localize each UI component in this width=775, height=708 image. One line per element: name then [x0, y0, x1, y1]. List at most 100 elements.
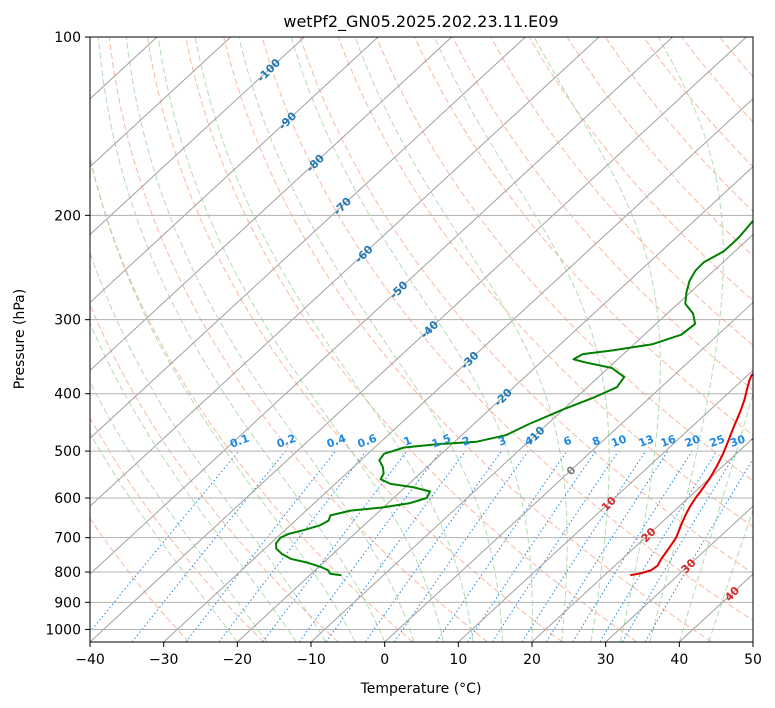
dry-adiabat [146, 37, 563, 642]
y-tick-label: 600 [54, 491, 81, 507]
isotherm-line [605, 505, 753, 642]
isotherm-line [384, 301, 753, 642]
mixing-ratio-line [599, 450, 718, 642]
isotherm-line [90, 37, 379, 304]
y-tick-label: 100 [54, 30, 81, 46]
moist-adiabat [533, 37, 661, 642]
y-tick-label: 400 [54, 387, 81, 403]
y-tick-label: 300 [54, 313, 81, 329]
y-tick-label: 800 [54, 565, 81, 581]
isotherm-line [163, 98, 753, 642]
isotherm-line [457, 369, 753, 642]
mixing-ratio-label: 13 [637, 433, 656, 450]
x-tick-label: 20 [523, 652, 541, 668]
x-tick-label: 50 [744, 652, 762, 668]
mixing-ratio-line [298, 450, 442, 642]
mixing-ratio-label: 3 [497, 434, 509, 449]
x-axis: −40 −30 −20 −10 0 10 20 30 40 50 [75, 642, 762, 668]
dry-adiabat [185, 37, 638, 642]
moist-adiabat [354, 37, 568, 642]
y-axis-title: Pressure (hPa) [12, 289, 28, 389]
isotherm-line [90, 37, 600, 507]
isotherm-line [90, 37, 453, 372]
mixing-ratio-line [262, 450, 408, 642]
mixing-ratio-label: 16 [659, 432, 678, 450]
mixing-ratio-label: 30 [728, 432, 747, 450]
x-tick-label: −40 [75, 652, 105, 668]
x-tick-label: −10 [296, 652, 326, 668]
moist-adiabat [90, 154, 356, 642]
mixing-ratio-line [545, 450, 669, 642]
isotherm-line [90, 37, 232, 168]
mixing-ratio-label: 6 [562, 434, 574, 449]
moist-adiabat [194, 37, 474, 642]
dry-adiabat [108, 37, 488, 642]
profile-lines [275, 219, 753, 577]
temperature-line [630, 372, 753, 577]
mixing-ratio-label: 0.4 [325, 432, 348, 451]
y-axis: 100 200 300 400 500 600 700 800 900 1000 [45, 30, 90, 638]
moist-adiabat [97, 37, 386, 642]
dry-adiabat [299, 37, 753, 574]
y-tick-label: 700 [54, 531, 81, 547]
mixing-ratio-label: 36 [749, 432, 768, 450]
moist-adiabat [157, 37, 445, 642]
dry-adiabat [452, 37, 753, 391]
moist-adiabat [290, 37, 533, 642]
x-axis-title: Temperature (°C) [360, 681, 482, 697]
x-tick-label: 40 [670, 652, 688, 668]
mixing-ratio-label: 8 [590, 434, 602, 449]
x-tick-label: 0 [380, 652, 389, 668]
isotherm-line [90, 37, 305, 236]
mixing-ratio-line [521, 450, 647, 642]
dry-adiabat [414, 37, 753, 436]
x-tick-label: 10 [449, 652, 467, 668]
moist-adiabat [90, 380, 268, 642]
dry-adiabat [90, 303, 339, 642]
moist-adiabat [90, 321, 297, 642]
plot-frame [89, 36, 754, 643]
y-tick-label: 1000 [45, 622, 81, 638]
moist-adiabat [433, 37, 610, 642]
isotherm-line [310, 233, 753, 642]
dry-adiabat [261, 37, 753, 622]
mixing-ratio-label: 25 [708, 433, 727, 450]
mixing-ratio-label: 1 [402, 434, 414, 449]
isotherm-line [90, 37, 526, 439]
moist-adiabat [90, 251, 327, 642]
dewpoint-line [275, 219, 753, 577]
y-tick-label: 900 [54, 595, 81, 611]
mixing-ratio-label: 0.6 [356, 432, 379, 451]
isotherm-line [90, 37, 674, 575]
dry-adiabat [528, 37, 753, 302]
x-tick-label: 30 [597, 652, 615, 668]
mixing-ratio-line [90, 450, 239, 633]
mixing-ratio-label: 4 [523, 434, 535, 449]
dry-adiabat [375, 37, 753, 482]
dry-adiabat [90, 517, 190, 642]
mixing-ratio-line [467, 450, 597, 642]
moist-adiabat [90, 431, 238, 642]
mixing-ratio-label: 10 [609, 432, 628, 450]
mixing-ratio-label: 0.2 [275, 432, 298, 451]
dry-adiabat [337, 37, 753, 528]
x-tick-label: −20 [223, 652, 253, 668]
isotherm-line [236, 166, 753, 642]
mixing-ratio-line [364, 450, 503, 642]
moist-adiabat [238, 37, 503, 642]
chart-title: wetPf2_GN05.2025.202.23.11.E09 [283, 12, 558, 32]
isotherm-line [90, 37, 747, 642]
mixing-ratio-line [325, 450, 466, 642]
mixing-ratio-label: 2 [460, 434, 472, 449]
y-tick-label: 500 [54, 444, 81, 460]
dry-adiabat [90, 416, 264, 642]
background-lines [90, 37, 753, 642]
x-tick-label: −30 [149, 652, 179, 668]
mixing-ratio-label: 0.1 [228, 432, 251, 451]
y-tick-label: 200 [54, 208, 81, 224]
mixing-ratio-line [435, 450, 568, 642]
isotherm-line [531, 437, 753, 642]
mixing-ratio-label: 1.5 [430, 432, 453, 451]
